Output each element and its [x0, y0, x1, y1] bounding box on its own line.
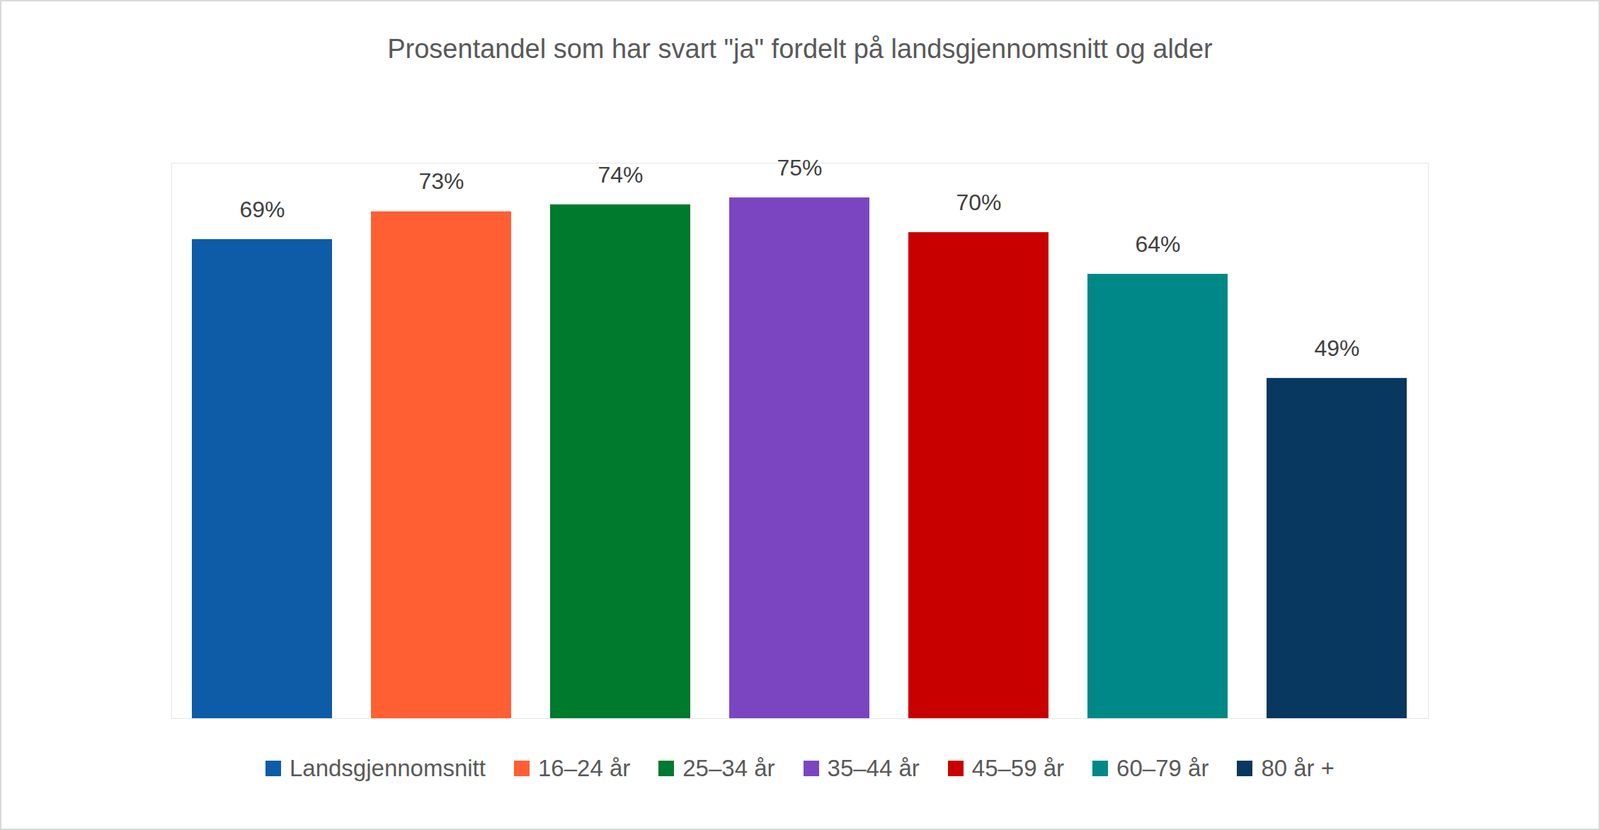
svg-text:75%: 75%: [776, 155, 822, 181]
html-text:35–44 år: 35–44 år: [827, 755, 920, 782]
html-text:60–79 år: 60–79 år: [1116, 755, 1209, 782]
html-text:Landsgjennomsnitt: Landsgjennomsnitt: [289, 755, 486, 782]
svg-text:49%: 49%: [1313, 335, 1360, 362]
html-text:25–34 år: 25–34 år: [682, 755, 775, 782]
svg-text:69%: 69%: [239, 196, 285, 223]
svg-text:64%: 64%: [1134, 231, 1181, 257]
svg-text:74%: 74%: [597, 162, 643, 188]
svg-text:73%: 73%: [418, 168, 464, 194]
html-text:80 år +: 80 år +: [1261, 755, 1335, 782]
html-text:45–59 år: 45–59 år: [971, 755, 1065, 782]
svg-text:70%: 70%: [955, 189, 1002, 216]
html-text:Prosentandel som har svart "ja: Prosentandel som har svart "ja" fordelt …: [387, 33, 1213, 64]
html-text:16–24 år: 16–24 år: [538, 755, 631, 782]
